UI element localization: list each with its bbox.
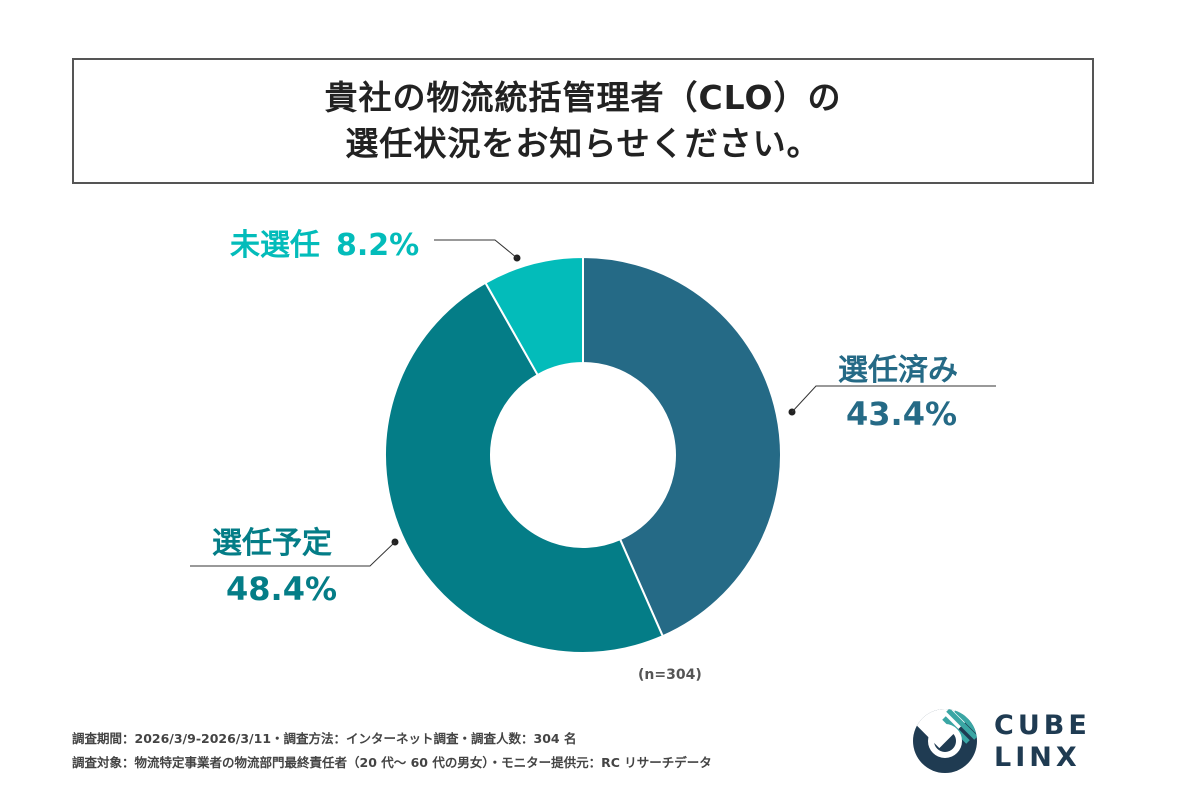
sample-size: (n=304) xyxy=(638,667,702,683)
slice-selected xyxy=(582,255,782,638)
leader-planned-line xyxy=(190,541,396,567)
slice-name-planned: 選任予定 xyxy=(212,526,332,561)
slice-name-selected: 選任済み xyxy=(838,353,958,388)
slice-planned xyxy=(384,281,665,654)
slice-unselected xyxy=(484,255,584,377)
slice-name-unselected: 未選任 xyxy=(230,228,320,263)
logo-text-top: CUBE xyxy=(994,710,1091,741)
leader-unselected-line xyxy=(434,239,518,259)
slice-value-planned: 48.4% xyxy=(226,570,338,608)
logo-mark-icon xyxy=(913,709,977,773)
slice-value-unselected: 8.2% xyxy=(336,228,420,263)
title-box: 貴社の物流統括管理者（CLO）の 選任状況をお知らせください。 xyxy=(72,58,1094,184)
footnote-survey-period: 調査期間：2026/3/9-2026/3/11・調査方法：インターネット調査・調… xyxy=(72,731,577,746)
title-line-1: 貴社の物流統括管理者（CLO）の xyxy=(324,78,842,117)
slice-label-unselected: 未選任 8.2% xyxy=(230,220,419,264)
leader-selected-line xyxy=(791,385,996,413)
company-logo: CUBE LINX xyxy=(910,706,1110,776)
logo-text-bottom: LINX xyxy=(994,742,1081,773)
title-line-2: 選任状況をお知らせください。 xyxy=(345,124,821,163)
slice-value-selected: 43.4% xyxy=(846,395,958,433)
footnote-survey-target: 調査対象：物流特定事業者の物流部門最終責任者（20 代〜 60 代の男女）・モニ… xyxy=(72,755,712,770)
